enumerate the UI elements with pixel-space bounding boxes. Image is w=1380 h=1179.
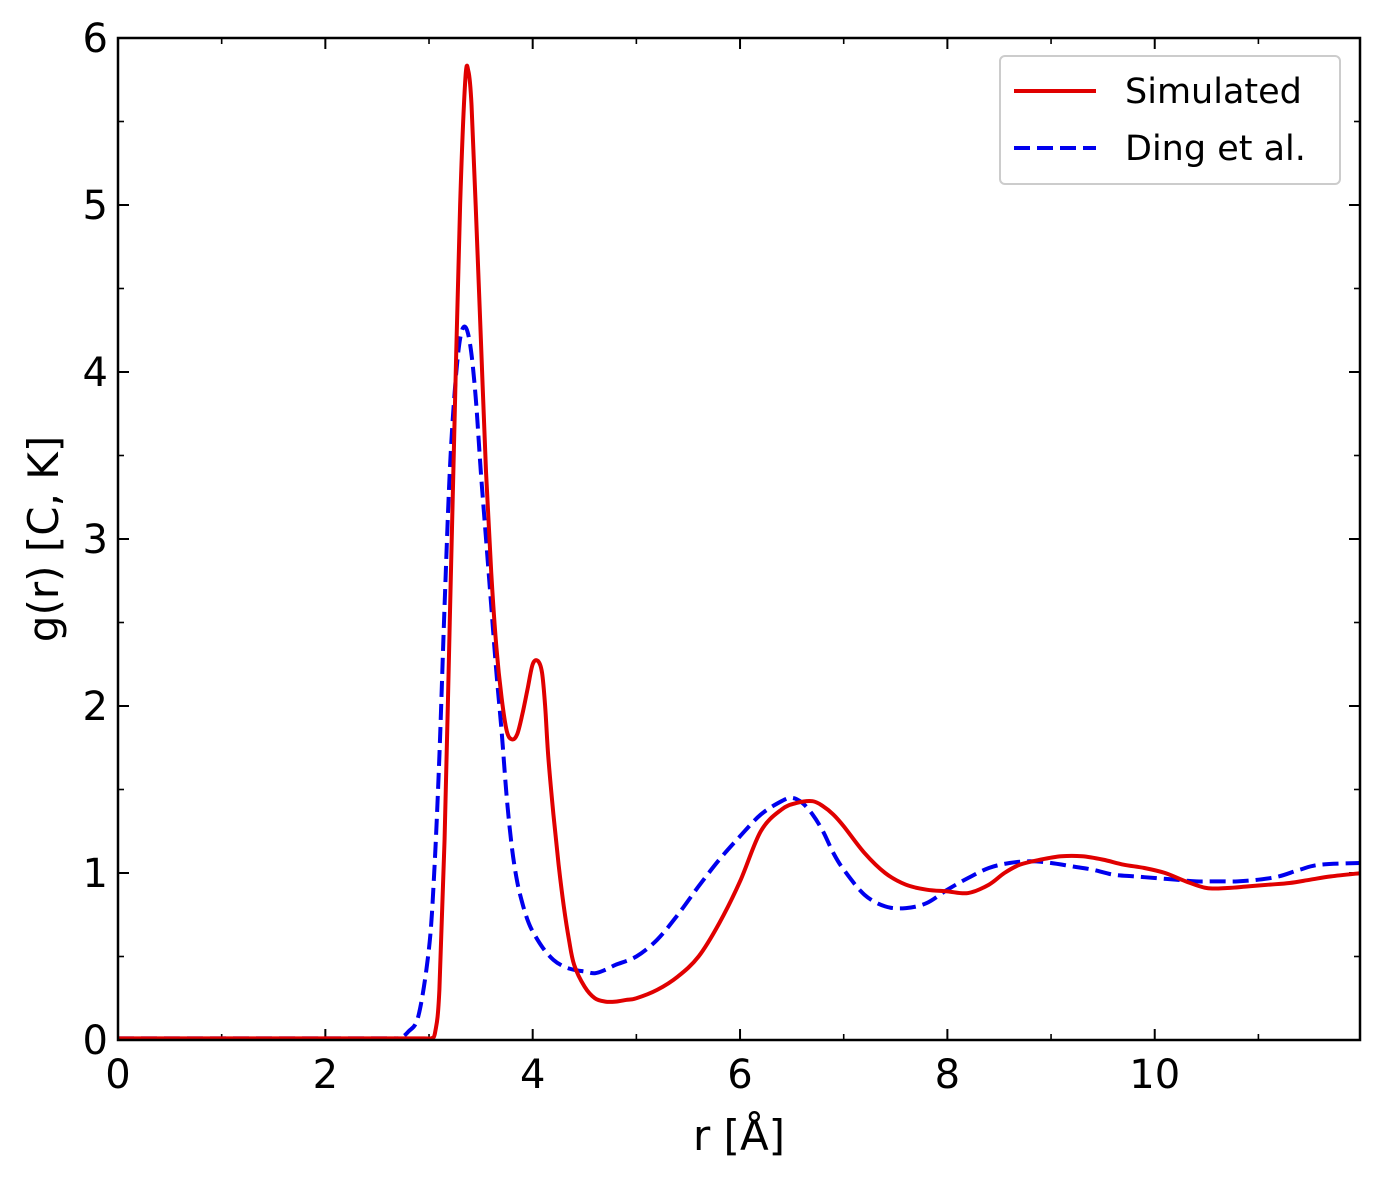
x-tick-label: 6 (727, 1052, 752, 1098)
y-tick-label: 2 (83, 684, 108, 730)
y-tick-label: 6 (83, 16, 108, 62)
legend: Simulated Ding et al. (999, 55, 1341, 185)
x-axis-title: r [Å] (693, 1110, 785, 1160)
series-line-simulated (118, 63, 1360, 1040)
x-tick-label: 2 (313, 1052, 338, 1098)
x-tick-label: 0 (105, 1052, 130, 1098)
x-tick-label: 10 (1129, 1052, 1180, 1098)
y-tick-label: 1 (83, 851, 108, 897)
y-axis-title: g(r) [C, K] (19, 436, 68, 642)
y-tick-label: 4 (83, 350, 108, 396)
x-tick-label: 8 (935, 1052, 960, 1098)
y-tick-label: 3 (83, 517, 108, 563)
legend-label-simulated: Simulated (1125, 72, 1302, 112)
series-lines (118, 63, 1360, 1040)
y-tick-label: 0 (83, 1018, 108, 1064)
tick-labels: 0 2 4 6 8 10 0 1 2 3 4 5 6 (83, 16, 1181, 1098)
y-tick-label: 5 (83, 183, 108, 229)
legend-label-ding-et-al: Ding et al. (1125, 129, 1306, 169)
plot-frame (116, 36, 1362, 1042)
legend-box (999, 55, 1341, 185)
x-tick-label: 4 (520, 1052, 545, 1098)
